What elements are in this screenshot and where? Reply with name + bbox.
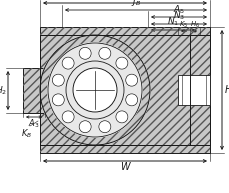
Circle shape [73, 68, 117, 112]
Bar [23, 68, 45, 113]
Circle shape [52, 94, 64, 106]
Bar [189, 35, 209, 145]
Circle shape [40, 35, 149, 145]
Text: $N_3$: $N_3$ [172, 10, 184, 23]
Circle shape [66, 61, 123, 119]
Bar [40, 145, 209, 153]
Text: $A_3$: $A_3$ [28, 118, 40, 130]
Circle shape [62, 57, 74, 69]
Circle shape [48, 43, 141, 137]
Bar [40, 35, 189, 145]
Circle shape [40, 35, 149, 145]
Bar [189, 35, 209, 145]
Circle shape [79, 47, 91, 59]
Bar [189, 35, 209, 145]
Bar [177, 75, 209, 105]
Text: $K_B$: $K_B$ [21, 128, 33, 141]
Circle shape [48, 43, 141, 137]
Circle shape [115, 57, 127, 69]
Text: W: W [120, 163, 129, 173]
Text: $A_5$: $A_5$ [172, 3, 184, 15]
Text: $J_B$: $J_B$ [130, 0, 140, 8]
Text: $K_5$: $K_5$ [179, 20, 188, 30]
Circle shape [62, 111, 74, 123]
Bar [40, 27, 209, 35]
Circle shape [125, 74, 137, 86]
Circle shape [79, 121, 91, 133]
Circle shape [52, 74, 64, 86]
Text: $H_2$: $H_2$ [0, 84, 7, 97]
Circle shape [125, 94, 137, 106]
Bar [40, 35, 189, 145]
Bar [23, 68, 45, 113]
Bar [40, 27, 209, 35]
Text: H: H [224, 85, 229, 95]
Text: $N_1$: $N_1$ [166, 16, 178, 29]
Bar [40, 35, 189, 145]
Circle shape [98, 47, 110, 59]
Bar [40, 145, 209, 153]
Text: B: B [121, 0, 128, 2]
Circle shape [98, 121, 110, 133]
Text: $H_6$: $H_6$ [189, 20, 199, 30]
Circle shape [115, 111, 127, 123]
